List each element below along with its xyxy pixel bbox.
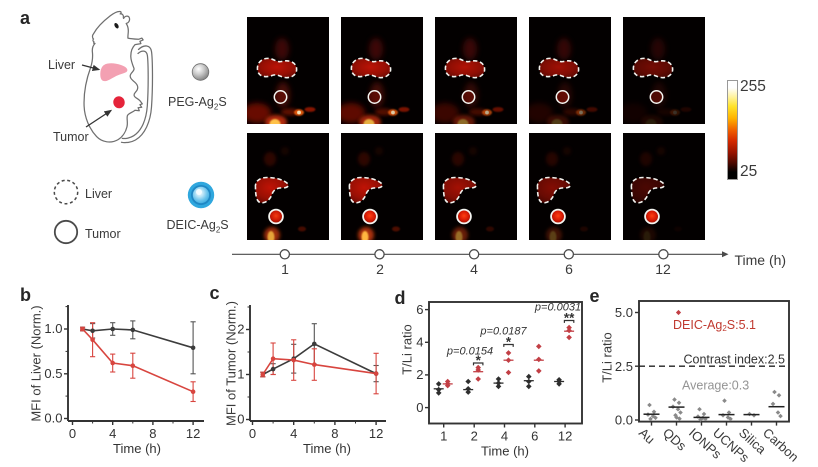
svg-text:1: 1 <box>237 367 244 382</box>
svg-text:2: 2 <box>416 367 423 382</box>
svg-text:*: * <box>476 353 482 368</box>
svg-text:5.0: 5.0 <box>615 305 633 320</box>
svg-text:4: 4 <box>416 335 423 350</box>
svg-text:DEIC-Ag2S:5.1: DEIC-Ag2S:5.1 <box>673 318 756 333</box>
svg-text:1: 1 <box>440 429 447 444</box>
svg-text:0.0: 0.0 <box>615 413 633 428</box>
svg-text:Average:0.3: Average:0.3 <box>682 379 749 393</box>
svg-text:0: 0 <box>237 412 244 427</box>
svg-text:2.5: 2.5 <box>615 359 633 374</box>
svg-text:Time (h): Time (h) <box>113 441 161 456</box>
svg-text:1.0: 1.0 <box>44 321 62 336</box>
svg-text:0.5: 0.5 <box>44 366 62 381</box>
svg-text:**: ** <box>564 311 575 326</box>
svg-text:2: 2 <box>237 322 244 337</box>
svg-text:p=0.0031: p=0.0031 <box>534 302 581 314</box>
svg-text:12: 12 <box>369 426 383 441</box>
svg-text:Time (h): Time (h) <box>481 444 529 459</box>
svg-text:*: * <box>506 335 512 350</box>
svg-text:4: 4 <box>290 426 297 441</box>
svg-text:12: 12 <box>558 429 572 444</box>
svg-text:12: 12 <box>186 426 200 441</box>
svg-text:2: 2 <box>471 429 478 444</box>
svg-text:4: 4 <box>109 426 116 441</box>
svg-text:6: 6 <box>531 429 538 444</box>
svg-text:8: 8 <box>149 426 156 441</box>
svg-text:0: 0 <box>69 426 76 441</box>
svg-text:6: 6 <box>416 302 423 317</box>
svg-text:0: 0 <box>249 426 256 441</box>
svg-text:p=0.0187: p=0.0187 <box>479 326 527 338</box>
svg-text:0: 0 <box>416 400 423 415</box>
svg-text:4: 4 <box>501 429 508 444</box>
svg-text:8: 8 <box>331 426 338 441</box>
svg-text:Contrast index:2.5: Contrast index:2.5 <box>684 353 785 367</box>
svg-text:0.0: 0.0 <box>44 411 62 426</box>
svg-text:p=0.0154: p=0.0154 <box>446 346 493 358</box>
svg-text:Time (h): Time (h) <box>303 441 351 456</box>
